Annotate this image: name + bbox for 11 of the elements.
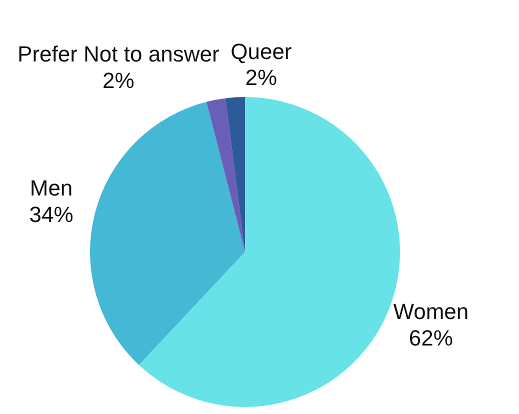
pie-slice	[206, 98, 245, 252]
data-label: 2%	[245, 65, 278, 90]
slice-label: Queer	[230, 38, 292, 64]
data-label: 2%	[102, 68, 134, 94]
pie-slice	[90, 102, 245, 365]
data-label: 62%	[408, 325, 453, 350]
slice-label: Prefer Not to answer	[18, 42, 220, 67]
pie-slice	[226, 97, 245, 252]
slice-label: Women	[393, 299, 469, 324]
slice-label: Men	[30, 176, 73, 201]
data-label: 34%	[29, 202, 74, 228]
